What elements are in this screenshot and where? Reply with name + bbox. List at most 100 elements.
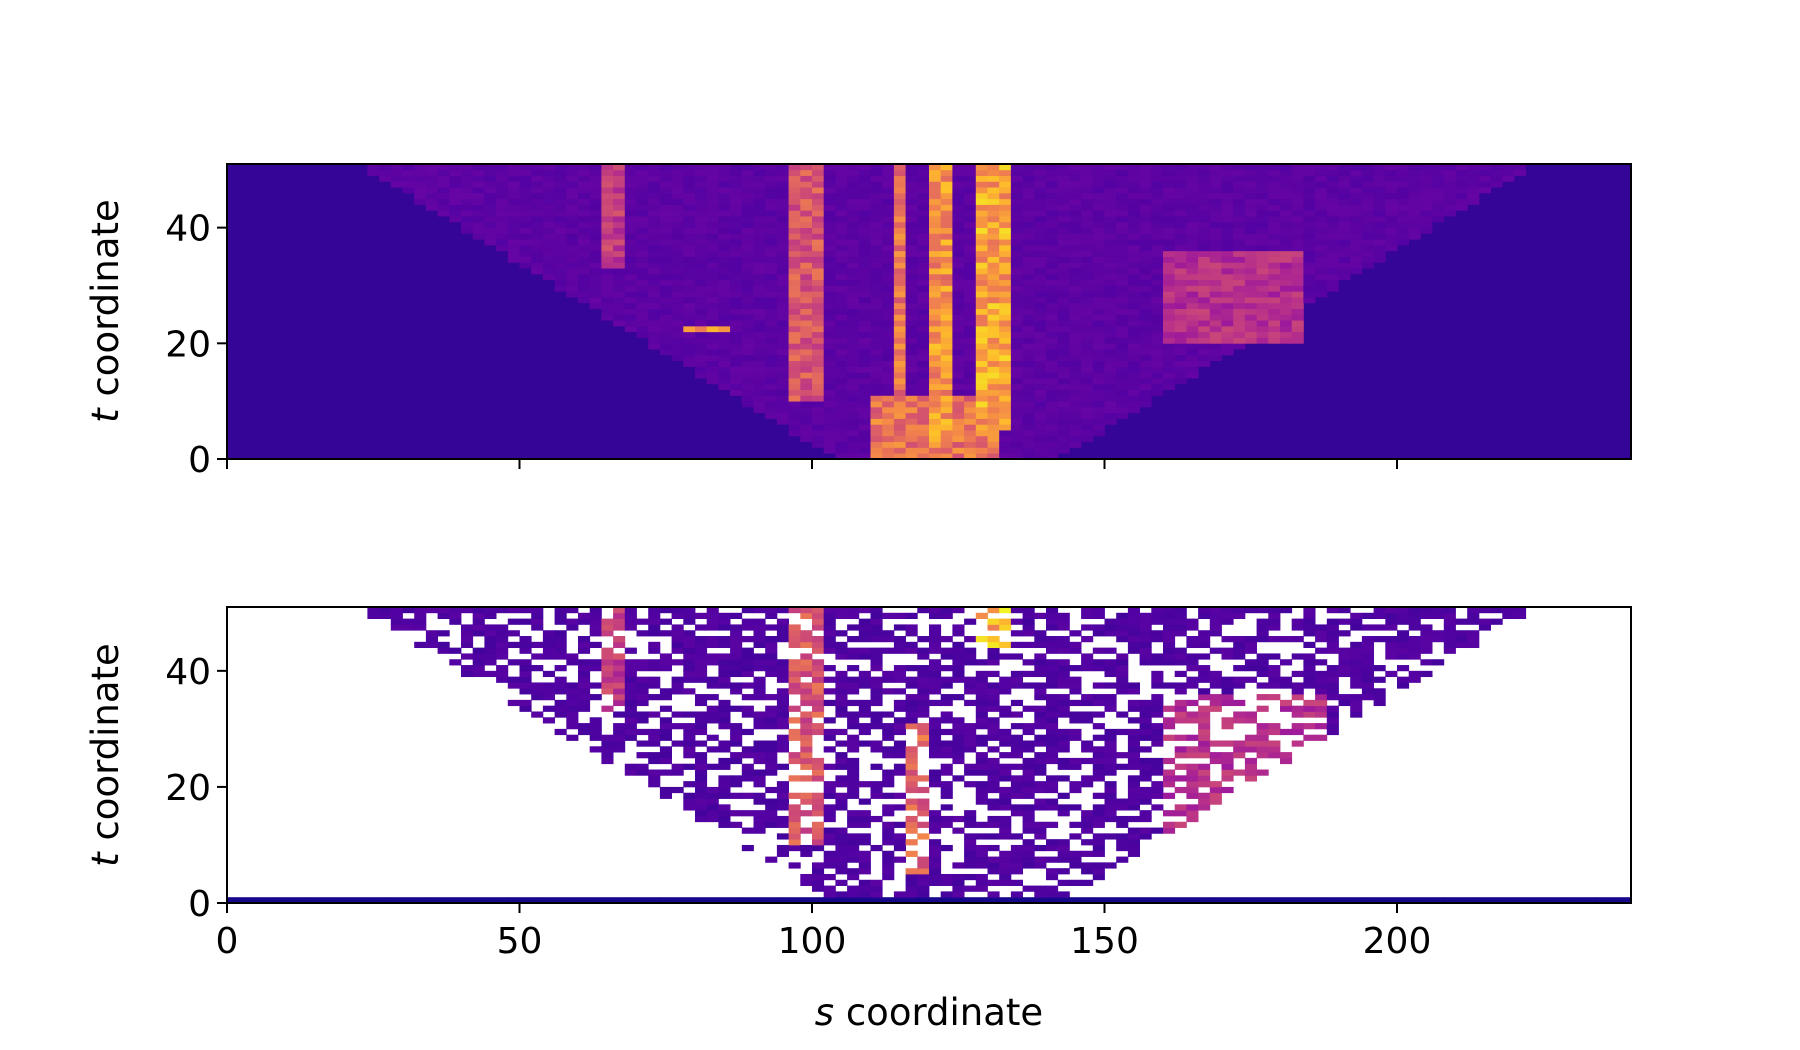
heatmap-cell xyxy=(788,192,801,200)
heatmap-cell xyxy=(765,383,778,390)
heatmap-cell xyxy=(765,192,778,200)
heatmap-cell xyxy=(1139,734,1152,741)
heatmap-cell xyxy=(1420,169,1433,176)
heatmap-cell xyxy=(1280,227,1293,234)
heatmap-cell xyxy=(870,418,883,425)
heatmap-cell xyxy=(613,682,626,689)
heatmap-cell xyxy=(1233,647,1246,654)
heatmap-cell xyxy=(835,844,848,852)
heatmap-cell xyxy=(952,389,965,396)
heatmap-cell xyxy=(1069,268,1082,275)
heatmap-cell xyxy=(905,815,918,823)
heatmap-cell xyxy=(1186,366,1199,373)
heatmap-cell xyxy=(741,607,754,614)
heatmap-cell xyxy=(718,653,731,660)
heatmap-cell xyxy=(519,175,532,182)
heatmap-cell xyxy=(542,169,555,176)
heatmap-cell xyxy=(1092,187,1105,194)
heatmap-cell xyxy=(671,630,684,637)
heatmap-cell xyxy=(1455,181,1468,188)
heatmap-cell xyxy=(858,723,871,730)
heatmap-cell xyxy=(1116,192,1129,200)
heatmap-cell xyxy=(882,804,895,811)
heatmap-cell xyxy=(999,308,1012,315)
heatmap-cell xyxy=(893,723,906,730)
heatmap-cell xyxy=(835,262,848,269)
heatmap-cell xyxy=(940,216,953,223)
heatmap-cell xyxy=(1022,331,1035,338)
heatmap-cell xyxy=(741,285,754,292)
heatmap-cell xyxy=(964,221,977,229)
heatmap-cell xyxy=(695,728,708,736)
heatmap-cell xyxy=(683,325,696,333)
heatmap-cell xyxy=(753,204,766,211)
heatmap-cell xyxy=(847,401,860,408)
heatmap-cell xyxy=(917,833,930,840)
heatmap-cell xyxy=(730,320,743,327)
heatmap-cell xyxy=(1268,653,1281,660)
heatmap-cell xyxy=(1081,331,1094,338)
heatmap-cell xyxy=(858,430,871,437)
heatmap-cell xyxy=(975,175,988,182)
heatmap-cell xyxy=(870,325,883,333)
heatmap-cell xyxy=(776,711,789,718)
heatmap-cell xyxy=(765,354,778,362)
heatmap-cell xyxy=(893,337,906,344)
heatmap-cell xyxy=(601,705,614,712)
heatmap-cell xyxy=(624,204,637,211)
heatmap-cell xyxy=(1139,244,1152,252)
heatmap-cell xyxy=(1174,302,1187,309)
heatmap-cell xyxy=(706,786,719,794)
heatmap-cell xyxy=(800,372,813,379)
heatmap-cell xyxy=(999,366,1012,373)
heatmap-cell xyxy=(1057,804,1070,811)
heatmap-cell xyxy=(461,607,474,614)
heatmap-cell xyxy=(1198,239,1211,246)
heatmap-cell xyxy=(788,752,801,759)
heatmap-cell xyxy=(1069,682,1082,689)
heatmap-cell xyxy=(1081,383,1094,390)
heatmap-cell xyxy=(1303,641,1316,649)
heatmap-cell xyxy=(554,250,567,257)
heatmap-cell xyxy=(1291,636,1304,643)
heatmap-cell xyxy=(624,192,637,200)
heatmap-cell xyxy=(1151,262,1164,269)
heatmap-cell xyxy=(1104,757,1117,765)
heatmap-cell xyxy=(1092,227,1105,234)
heatmap-cell xyxy=(870,256,883,263)
heatmap-cell xyxy=(1092,221,1105,229)
heatmap-cell xyxy=(484,630,497,637)
heatmap-cell xyxy=(1010,412,1023,419)
heatmap-cell xyxy=(1209,169,1222,176)
heatmap-cell xyxy=(1092,314,1105,321)
heatmap-cell xyxy=(1186,175,1199,182)
heatmap-cell xyxy=(835,285,848,292)
heatmap-cell xyxy=(1034,885,1047,892)
heatmap-cell xyxy=(718,187,731,194)
heatmap-cell xyxy=(589,233,602,240)
heatmap-cell xyxy=(835,694,848,701)
heatmap-cell xyxy=(542,239,555,246)
heatmap-cell xyxy=(1326,723,1339,730)
heatmap-cell xyxy=(648,728,661,736)
heatmap-cell xyxy=(1373,164,1386,171)
heatmap-cell xyxy=(800,291,813,298)
heatmap-cell xyxy=(472,612,485,619)
heatmap-cell xyxy=(1081,378,1094,385)
heatmap-cell xyxy=(1244,164,1257,171)
heatmap-cell xyxy=(823,256,836,263)
heatmap-cell xyxy=(1010,453,1023,459)
heatmap-cell xyxy=(472,216,485,223)
heatmap-cell xyxy=(414,198,427,205)
heatmap-cell xyxy=(835,291,848,298)
heatmap-cell xyxy=(1244,897,1257,903)
heatmap-cell xyxy=(1069,424,1082,431)
heatmap-cell xyxy=(531,221,544,229)
heatmap-cell xyxy=(624,221,637,229)
heatmap-cell xyxy=(519,210,532,217)
heatmap-cell xyxy=(812,291,825,298)
heatmap-cell xyxy=(648,216,661,223)
heatmap-cell xyxy=(812,424,825,431)
heatmap-cell xyxy=(730,337,743,344)
heatmap-cell xyxy=(858,740,871,747)
